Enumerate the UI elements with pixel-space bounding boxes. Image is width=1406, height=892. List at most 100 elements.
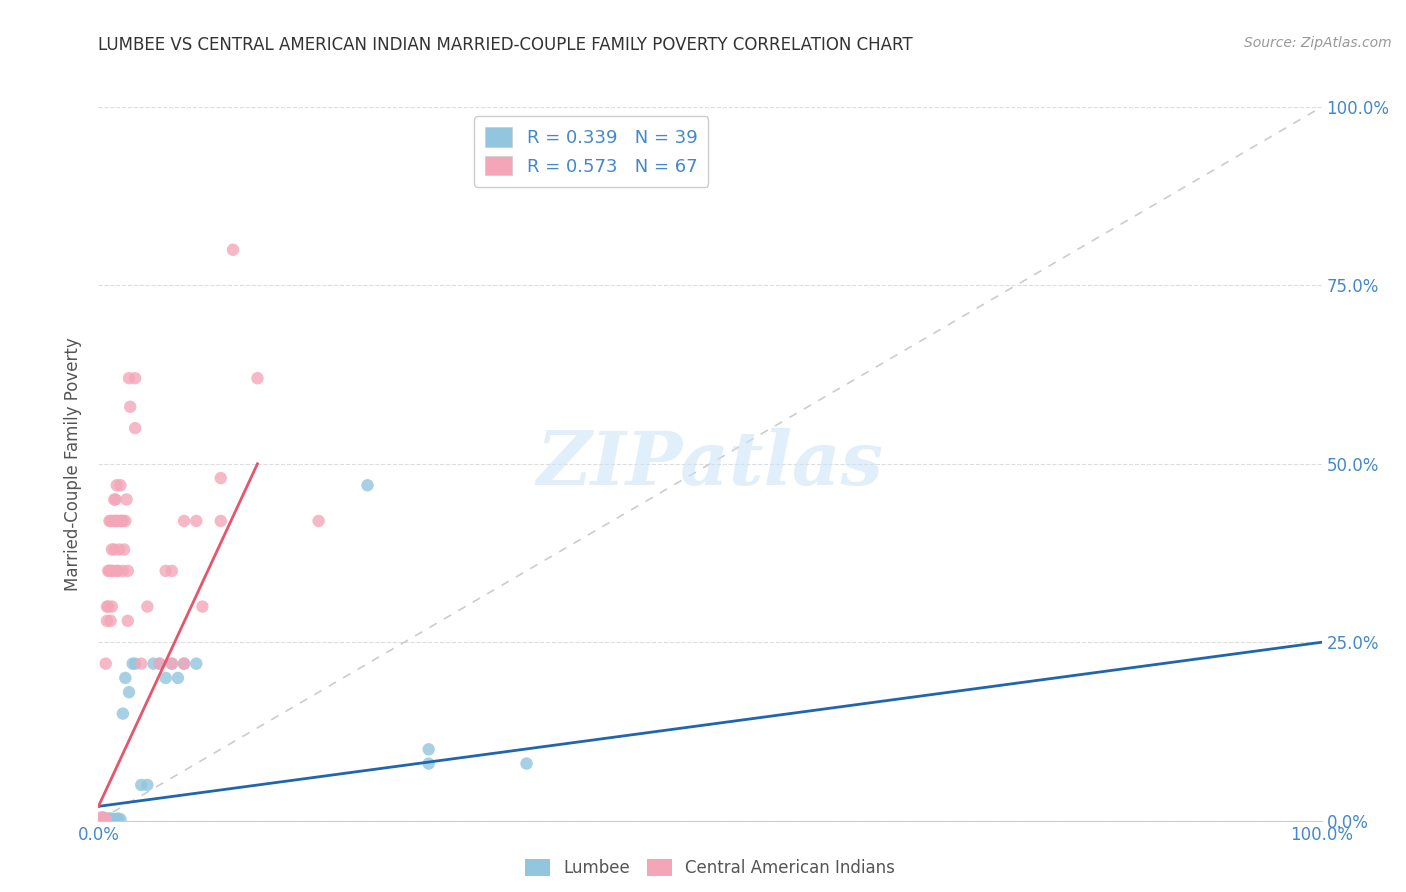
Point xyxy=(118,371,141,385)
Point xyxy=(121,657,143,671)
Text: LUMBEE VS CENTRAL AMERICAN INDIAN MARRIED-COUPLE FAMILY POVERTY CORRELATION CHAR: LUMBEE VS CENTRAL AMERICAN INDIAN MARRIE… xyxy=(98,36,912,54)
Point xyxy=(129,657,152,671)
Point xyxy=(191,599,214,614)
Point xyxy=(103,492,125,507)
Point xyxy=(111,564,134,578)
Point xyxy=(111,514,134,528)
Point xyxy=(117,614,139,628)
Point xyxy=(111,514,134,528)
Point xyxy=(117,564,139,578)
Point xyxy=(209,471,232,485)
Point xyxy=(186,657,208,671)
Point xyxy=(115,492,138,507)
Point xyxy=(91,813,114,827)
Point xyxy=(246,371,269,385)
Point xyxy=(107,564,129,578)
Point xyxy=(160,564,183,578)
Text: Source: ZipAtlas.com: Source: ZipAtlas.com xyxy=(1244,36,1392,50)
Point xyxy=(160,657,183,671)
Y-axis label: Married-Couple Family Poverty: Married-Couple Family Poverty xyxy=(65,337,83,591)
Point xyxy=(98,812,121,826)
Point xyxy=(93,812,115,826)
Point xyxy=(173,657,195,671)
Point xyxy=(104,812,127,826)
Point xyxy=(124,371,146,385)
Point xyxy=(107,514,129,528)
Point xyxy=(114,671,136,685)
Point xyxy=(93,812,115,826)
Point xyxy=(112,542,135,557)
Text: ZIPatlas: ZIPatlas xyxy=(537,427,883,500)
Point xyxy=(173,514,195,528)
Point xyxy=(515,756,537,771)
Point xyxy=(100,813,122,827)
Point xyxy=(101,514,124,528)
Point xyxy=(100,812,122,826)
Point xyxy=(94,812,117,826)
Point xyxy=(136,599,159,614)
Point xyxy=(142,657,165,671)
Point xyxy=(105,564,128,578)
Point xyxy=(101,812,124,826)
Point xyxy=(101,564,124,578)
Legend: Lumbee, Central American Indians: Lumbee, Central American Indians xyxy=(519,852,901,884)
Point xyxy=(124,421,146,435)
Point xyxy=(155,671,177,685)
Point xyxy=(356,478,378,492)
Point xyxy=(104,492,127,507)
Point xyxy=(91,812,114,826)
Point xyxy=(93,813,115,827)
Point xyxy=(91,812,114,826)
Point xyxy=(91,812,114,826)
Point xyxy=(96,812,118,826)
Point xyxy=(98,564,121,578)
Point xyxy=(91,811,114,825)
Point xyxy=(124,657,146,671)
Point xyxy=(91,810,114,824)
Point xyxy=(105,514,128,528)
Point xyxy=(173,657,195,671)
Point xyxy=(97,813,120,827)
Point xyxy=(209,514,232,528)
Point xyxy=(90,812,112,826)
Point xyxy=(103,542,125,557)
Point xyxy=(308,514,330,528)
Point xyxy=(91,813,114,827)
Point xyxy=(100,514,122,528)
Point xyxy=(120,400,142,414)
Point xyxy=(98,514,121,528)
Point xyxy=(96,614,118,628)
Point xyxy=(100,614,122,628)
Point xyxy=(94,813,117,827)
Point xyxy=(96,813,118,827)
Point xyxy=(155,564,177,578)
Point xyxy=(110,514,132,528)
Point xyxy=(129,778,152,792)
Point xyxy=(97,564,120,578)
Point xyxy=(103,813,125,827)
Point xyxy=(111,706,134,721)
Point xyxy=(418,742,440,756)
Point xyxy=(186,514,208,528)
Point xyxy=(110,478,132,492)
Point xyxy=(101,599,124,614)
Point xyxy=(418,756,440,771)
Point xyxy=(104,514,127,528)
Point xyxy=(97,812,120,826)
Point xyxy=(90,813,112,827)
Point xyxy=(94,812,117,826)
Point xyxy=(90,812,112,826)
Point xyxy=(136,778,159,792)
Point xyxy=(93,813,115,827)
Point xyxy=(167,671,190,685)
Point xyxy=(160,657,183,671)
Point xyxy=(108,542,131,557)
Point xyxy=(101,542,124,557)
Point xyxy=(89,813,111,827)
Point xyxy=(118,685,141,699)
Point xyxy=(96,599,118,614)
Point xyxy=(89,813,111,827)
Point xyxy=(114,514,136,528)
Point xyxy=(105,478,128,492)
Point xyxy=(89,812,111,826)
